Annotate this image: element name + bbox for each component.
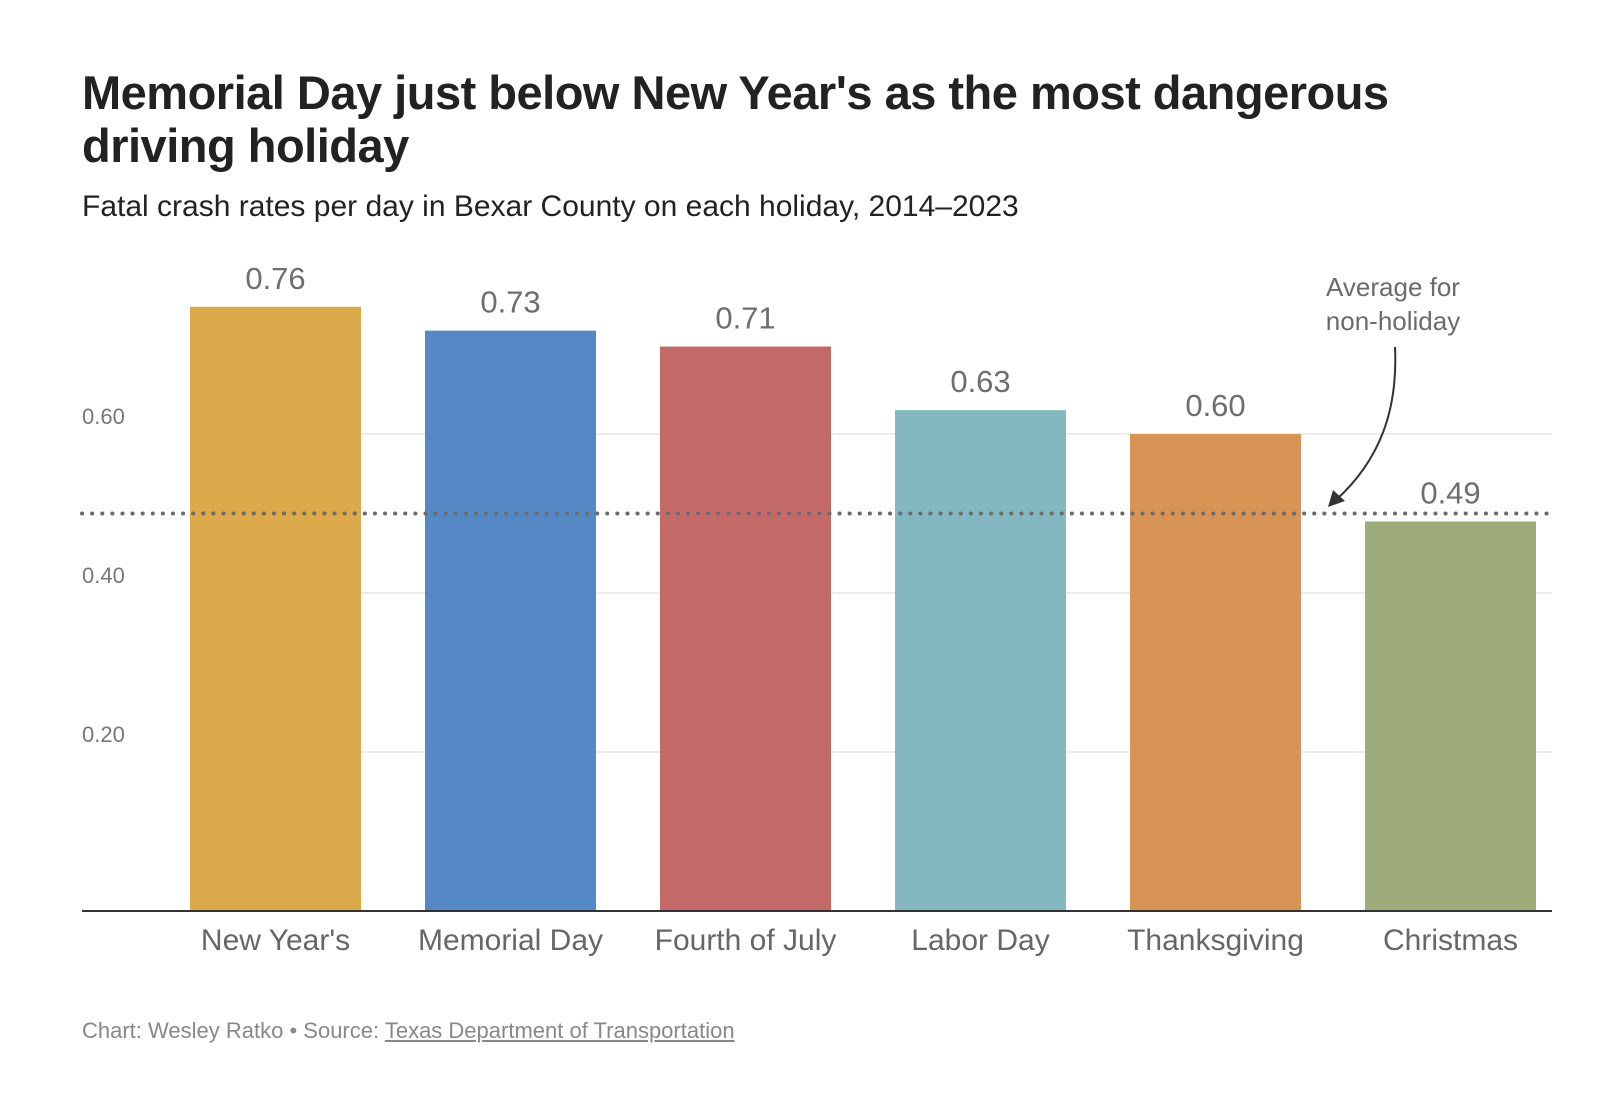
y-tick-label: 0.40 [82,563,125,588]
x-tick-label: Memorial Day [418,924,603,957]
x-axis: New Year's Memorial Day Fourth of July Labo… [82,910,1552,957]
bar [895,410,1066,911]
data-label: 0.73 [480,285,540,320]
bar [1365,521,1536,911]
annotation: Average for non-holiday [1326,272,1461,507]
chart-footer: Chart: Wesley Ratko • Source: Texas Depa… [82,1018,735,1044]
data-label: 0.71 [715,301,775,336]
bar [190,306,361,911]
data-label: 0.49 [1420,475,1480,510]
chart-subtitle: Fatal crash rates per day in Bexar Count… [82,190,1019,223]
x-tick-label: Thanksgiving [1127,924,1304,957]
x-tick-label: Christmas [1383,924,1518,957]
chart-credit: Chart: Wesley Ratko [82,1018,284,1043]
value-labels: 0.76 0.73 0.71 0.63 0.60 0.49 [245,261,1480,511]
bar [1130,434,1301,911]
data-label: 0.60 [1185,388,1245,423]
bar [425,330,596,911]
annotation-text: Average for non-holiday [1326,272,1461,336]
data-label: 0.76 [245,261,305,296]
bar [660,346,831,911]
x-tick-label: Labor Day [911,924,1049,957]
x-tick-label: New Year's [201,924,350,957]
annotation-arrowhead [1328,490,1345,507]
x-tick-label: Fourth of July [655,924,837,957]
footer-separator: • [283,1018,304,1043]
bars [190,306,1536,911]
chart-title: Memorial Day just below New Year's as th… [82,66,1389,172]
source-prefix: Source: [303,1018,385,1043]
y-tick-label: 0.60 [82,404,125,429]
data-label: 0.63 [950,364,1010,399]
y-tick-label: 0.20 [82,722,125,747]
bar-chart: 0.20 0.40 0.60 0.76 0.73 0.71 0.63 0.60 0.49 Ne… [80,261,1554,957]
annotation-arrow-line [1335,346,1397,501]
source-link[interactable]: Texas Department of Transportation [384,1018,735,1043]
